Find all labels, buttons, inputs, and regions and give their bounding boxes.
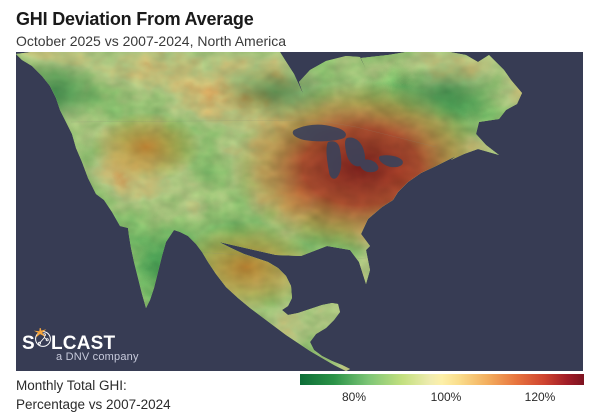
svg-text:S: S <box>22 333 35 354</box>
